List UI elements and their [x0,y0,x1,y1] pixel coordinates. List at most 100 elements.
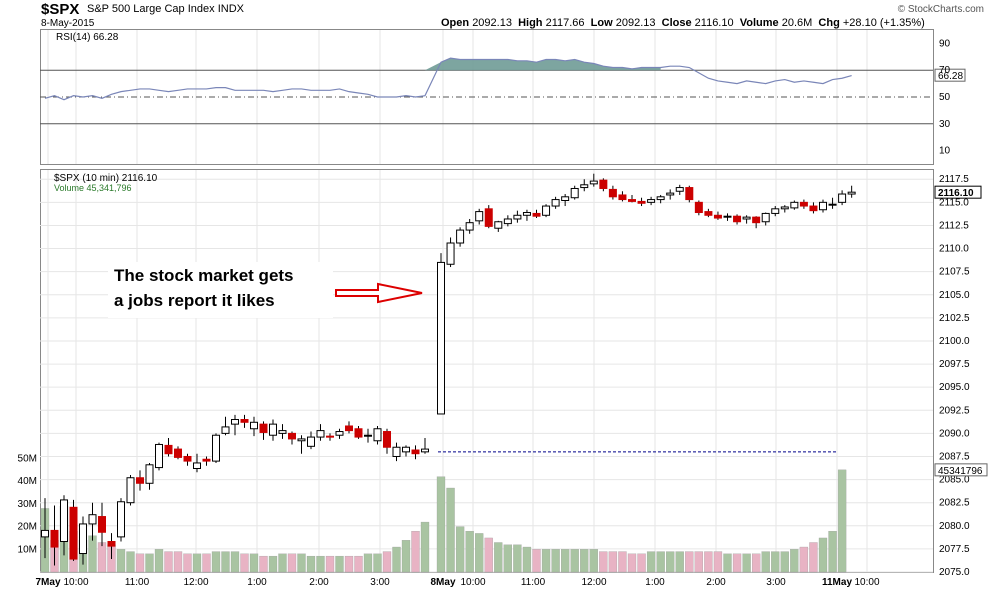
candle-body [269,423,277,436]
volume-bar [354,555,363,573]
volume-tick-label: 40M [18,476,37,487]
candle-body [126,477,135,504]
candle-body [373,428,382,442]
candle-body [250,421,258,430]
open-value: 2092.13 [472,17,512,29]
candle-body [637,200,646,204]
candle-body [174,448,182,458]
x-tick-label: 7May [35,577,60,588]
x-tick-label: 12:00 [581,577,606,588]
volume-bar [475,533,484,573]
close-value: 2116.10 [694,17,734,29]
candle-body [666,192,675,196]
candle-body [202,458,211,462]
candle-body [580,184,589,189]
rsi-tick-label: 10 [939,146,951,157]
candle-body [88,514,97,525]
price-tick-label: 2110.0 [939,244,969,255]
candle-body [297,438,306,442]
candle-body [278,430,287,434]
candle-body [542,205,551,216]
price-tick-label: 2097.5 [939,359,970,370]
volume-bar [618,551,627,573]
volume-bar [713,551,723,573]
candle-body [551,199,560,207]
volume-bar [742,553,751,573]
chg-value: +28.10 (+1.35%) [842,17,925,29]
candle-body [733,215,742,223]
candle-body [838,193,847,203]
volume-bar [202,553,211,573]
candle-body [780,206,789,210]
candle-body [79,523,87,555]
candle-body [221,426,230,434]
x-tick-label: 10:00 [854,577,879,588]
volume-bar [837,469,847,573]
candle-body [98,516,106,533]
volume-bar [164,551,173,573]
candle-body [656,196,665,201]
volume-bar [325,555,335,573]
candle-body [761,212,770,223]
candle-body [383,431,391,448]
volume-bar [828,530,837,573]
x-tick-label: 3:00 [766,577,786,588]
rsi-value-tag [934,68,966,82]
chart-header: $SPX S&P 500 Large Cap Index INDX 8-May-… [0,0,990,29]
volume-bar [732,553,742,573]
price-tick-label: 2082.5 [939,498,970,509]
candle-body [41,529,49,538]
open-label: Open [441,17,470,29]
volume-bar [580,549,589,573]
volume-bar [522,546,532,573]
low-label: Low [590,17,613,29]
annotation-line-1: The stock market gets [114,266,294,285]
volume-bar [771,551,780,573]
volume-bar [211,551,221,573]
price-tick-label: 2117.5 [939,174,969,185]
candle-body [723,215,732,218]
volume-bar [287,553,297,573]
chart-date: 8-May-2015 [41,18,95,29]
candle-body [402,446,410,453]
volume-label: Volume [739,17,779,29]
volume-bar [88,535,97,573]
volume-bar [637,553,646,573]
candle-body [675,187,684,192]
candle-body [136,477,144,484]
volume-bar [116,549,126,573]
volume-bar [221,551,230,573]
candle-body [647,199,656,203]
price-tag-text: 2116.10 [938,188,974,199]
volume-bar [599,551,608,573]
volume-bar [420,521,430,573]
rsi-tick-label: 30 [939,119,951,130]
candle-body [259,423,268,433]
volume-bar [761,551,770,573]
price-tick-label: 2085.0 [939,475,970,486]
price-tick-label: 2080.0 [939,521,970,532]
candle-body [608,188,617,198]
candle-body [107,541,116,547]
annotation-line-2: a jobs report it likes [114,291,275,310]
candle-body [513,214,522,220]
volume-value: 20.6M [781,17,813,29]
annotation-text: The stock market gets a jobs report it l… [108,262,333,318]
volume-bar [666,551,675,573]
volume-bar [335,555,344,573]
rsi-value-tag-text: 66.28 [938,71,963,82]
volume-bar [316,555,325,573]
chg-label: Chg [818,17,840,29]
candle-body [456,229,465,244]
volume-tag [934,463,988,477]
volume-bar [627,553,637,573]
candle-body [561,196,570,201]
low-value: 2092.13 [615,17,656,29]
candle-body [713,214,722,219]
candle-body [809,205,818,212]
candle-body [335,431,344,436]
x-tick-label: 1:00 [247,577,267,588]
price-tick-label: 2095.0 [939,382,970,393]
volume-bar [799,546,809,573]
